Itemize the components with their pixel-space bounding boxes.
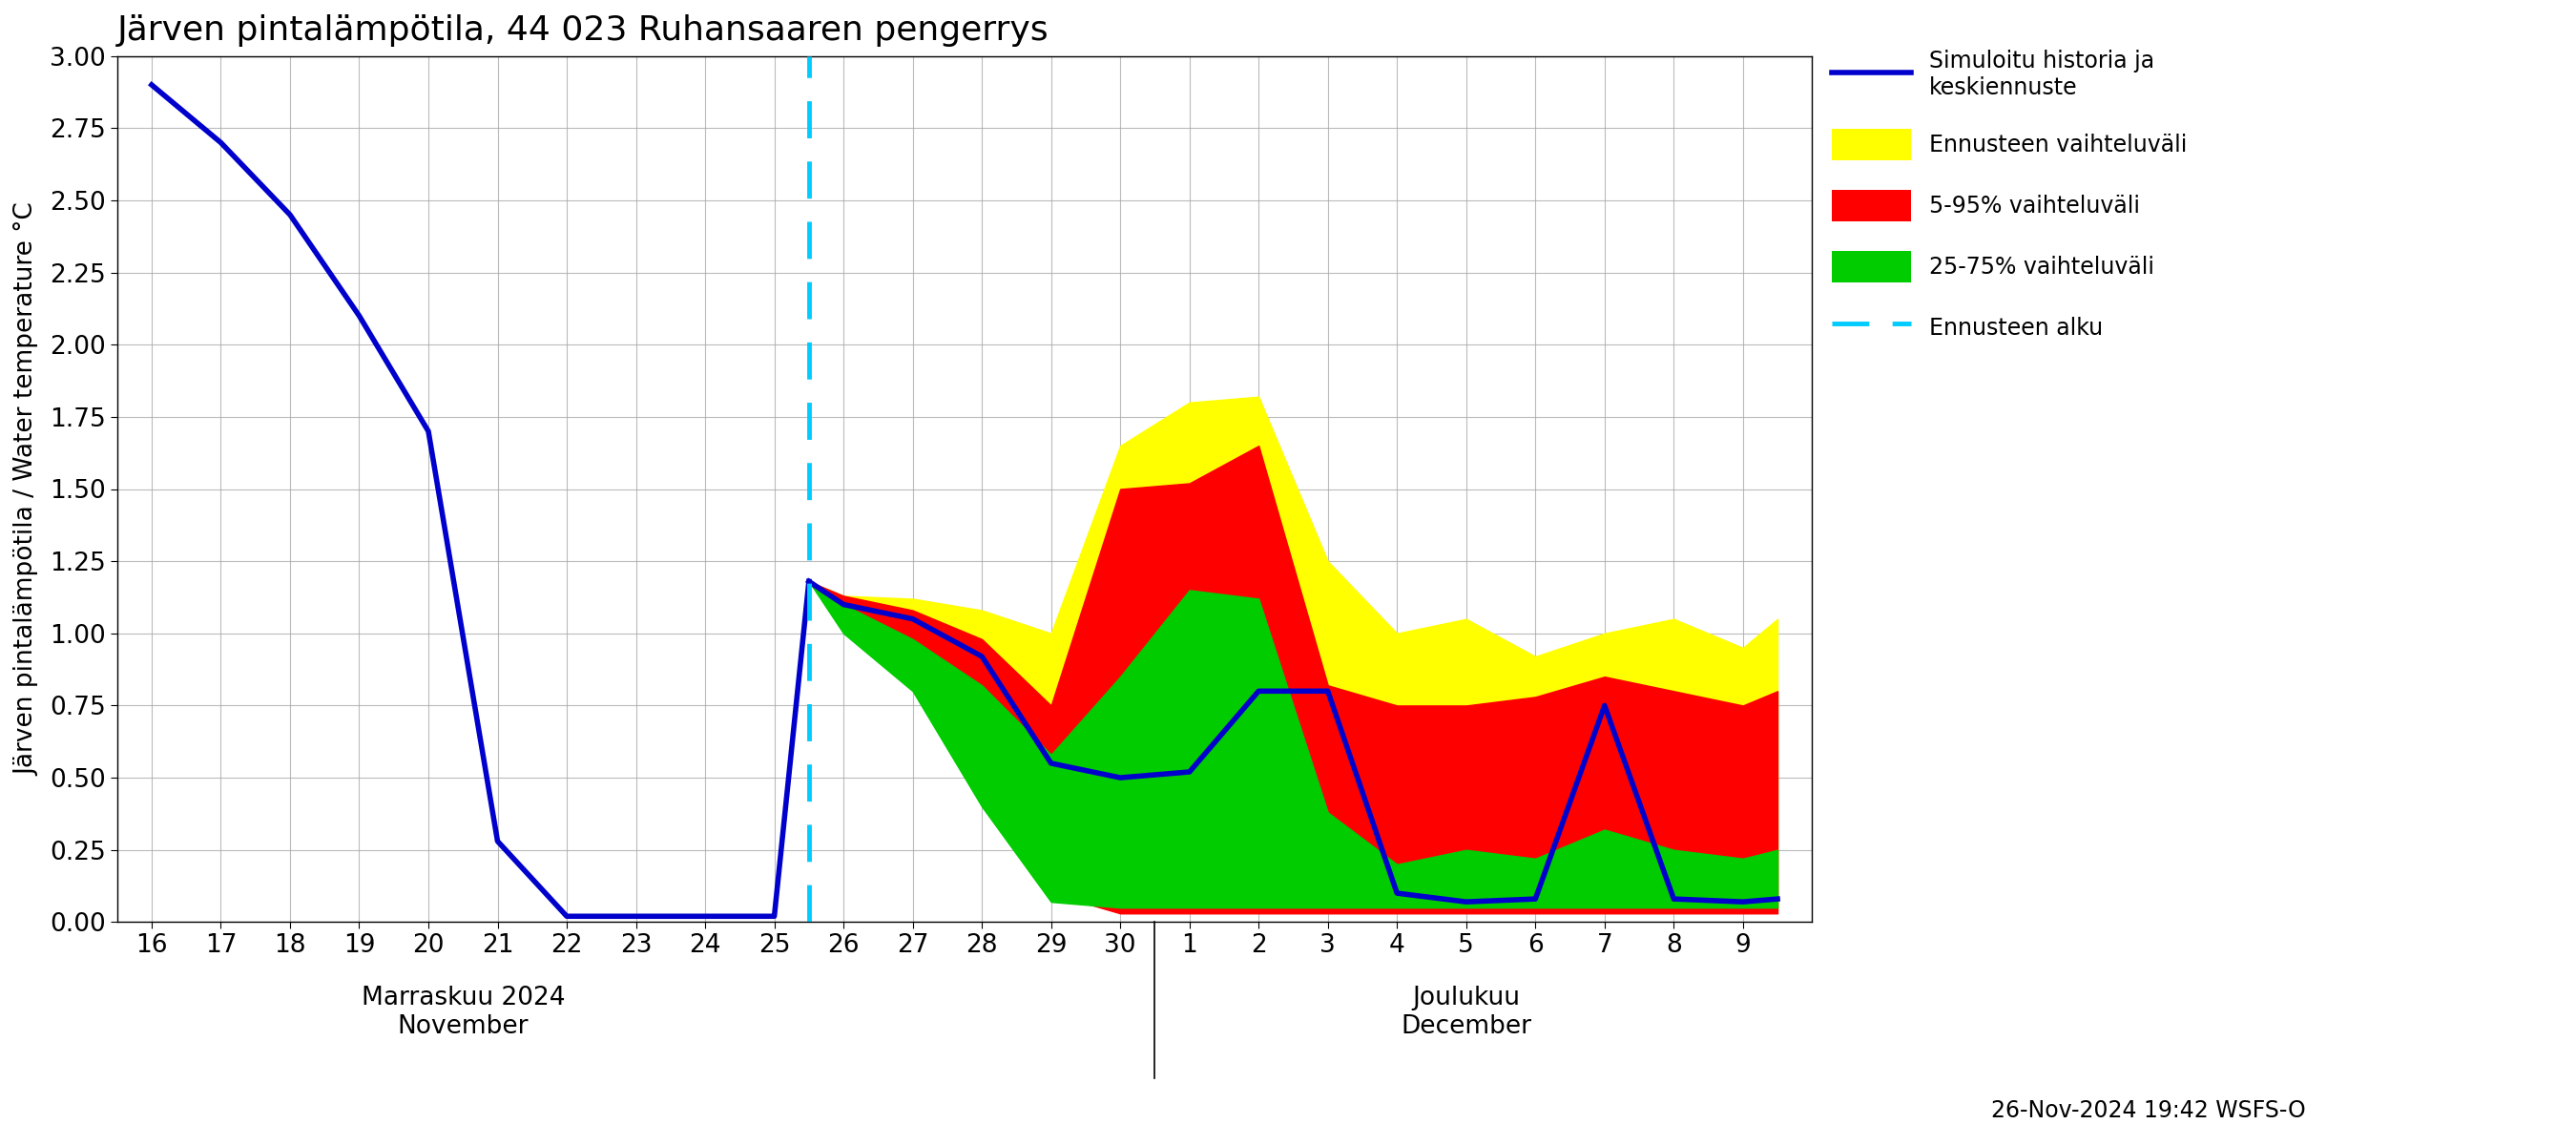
Text: Joulukuu
December: Joulukuu December [1401, 986, 1533, 1040]
Text: Marraskuu 2024
November: Marraskuu 2024 November [361, 986, 564, 1040]
Y-axis label: Järven pintalämpötila / Water temperature °C: Järven pintalämpötila / Water temperatur… [15, 203, 39, 775]
Legend: Simuloitu historia ja
keskiennuste, Ennusteen vaihteluväli, 5-95% vaihteluväli, : Simuloitu historia ja keskiennuste, Ennu… [1832, 50, 2187, 344]
Text: Järven pintalämpötila, 44 023 Ruhansaaren pengerrys: Järven pintalämpötila, 44 023 Ruhansaare… [116, 14, 1048, 47]
Text: 26-Nov-2024 19:42 WSFS-O: 26-Nov-2024 19:42 WSFS-O [1991, 1099, 2306, 1122]
